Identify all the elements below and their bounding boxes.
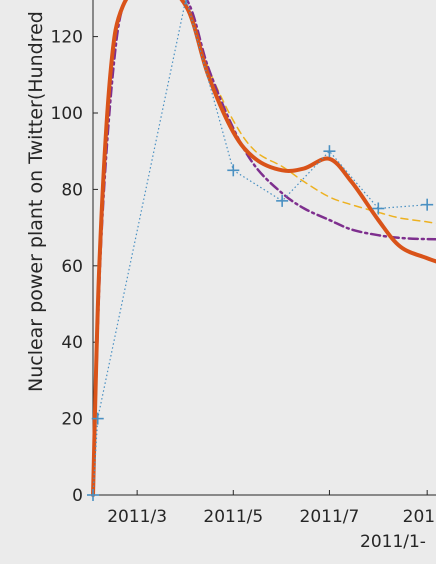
y-tick-label: 100 bbox=[51, 104, 83, 124]
observed-marker bbox=[185, 0, 187, 5]
y-tick-label: 60 bbox=[61, 257, 83, 277]
x-tick-label: 2011/5 bbox=[203, 507, 263, 527]
observed-marker bbox=[91, 412, 104, 425]
series-layer bbox=[87, 0, 436, 501]
y-tick-label: 120 bbox=[51, 28, 83, 48]
observed-marker bbox=[372, 202, 385, 215]
observed-marker bbox=[421, 198, 434, 211]
observed-marker bbox=[276, 194, 289, 207]
y-axis-label: Nuclear power plant on Twitter(Hundred bbox=[25, 11, 47, 392]
axes: 0 20 40 60 80 100 120 2011/3 2011/5 2011/7 2011/ bbox=[51, 0, 436, 527]
observed-line bbox=[92, 0, 428, 496]
x-tick-label: 2011/ bbox=[403, 507, 436, 527]
y-tick-label: 0 bbox=[72, 486, 83, 506]
y-tick-label: 20 bbox=[61, 410, 83, 430]
observed-marker bbox=[87, 489, 99, 501]
y-tick-label: 40 bbox=[61, 333, 83, 353]
x-axis-label: 2011/1- bbox=[360, 532, 426, 552]
observed-marker bbox=[323, 145, 336, 158]
observed-marker bbox=[227, 164, 240, 177]
series-line-dashdot bbox=[91, 0, 436, 497]
x-tick-label: 2011/3 bbox=[107, 507, 167, 527]
y-tick-label: 80 bbox=[61, 180, 83, 200]
series-line-solid bbox=[91, 0, 436, 497]
series-line-dashed bbox=[185, 5, 436, 225]
x-tick-label: 2011/7 bbox=[300, 507, 360, 527]
labels-layer: Nuclear power plant on Twitter(Hundred 2… bbox=[25, 11, 426, 552]
